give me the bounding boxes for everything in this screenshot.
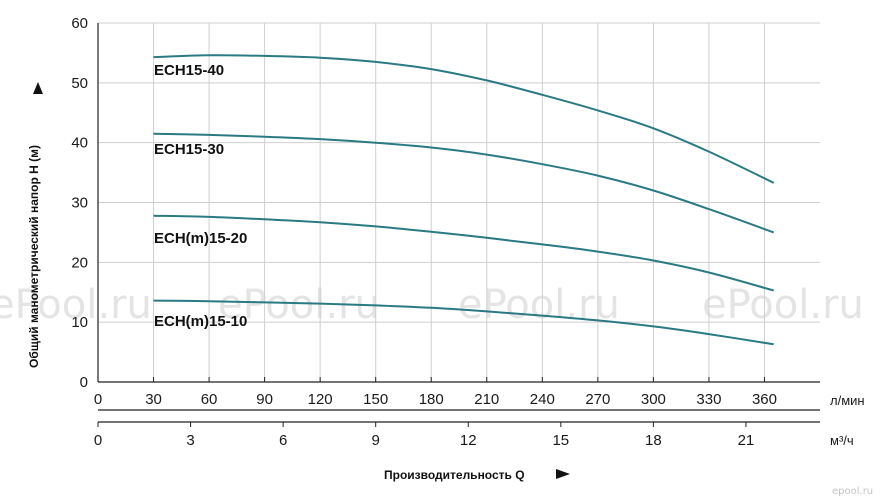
x-unit-lmin: л/мин — [830, 393, 865, 408]
x-tick-label-lmin: 60 — [201, 391, 218, 408]
y-tick-label: 10 — [71, 314, 88, 331]
x-tick-label-lmin: 120 — [308, 391, 333, 408]
x-axis-arrow-icon — [556, 469, 570, 479]
y-tick-label: 0 — [80, 374, 88, 391]
y-tick-labels: 0 10 20 30 40 50 60 — [71, 15, 88, 391]
x-tick-label-m3h: 21 — [738, 432, 755, 449]
x-tick-label-lmin: 240 — [530, 391, 555, 408]
y-tick-label: 60 — [71, 15, 88, 32]
x-tick-label-m3h: 12 — [460, 432, 477, 449]
x-tick-label-lmin: 300 — [641, 391, 666, 408]
series-label: ECH15-40 — [154, 62, 224, 79]
x-tick-labels-m3h: 0 3 6 9 12 15 18 21 — [94, 432, 754, 449]
x-tick-label-m3h: 15 — [552, 432, 569, 449]
corner-watermark: epool.ru — [832, 486, 873, 497]
y-tick-label: 30 — [71, 195, 88, 212]
series-label: ECH(m)15-10 — [154, 313, 247, 330]
y-tick-label: 20 — [71, 254, 88, 271]
x-tick-label-m3h: 0 — [94, 432, 102, 449]
x-tick-label-lmin: 210 — [474, 391, 499, 408]
x-tick-label-m3h: 9 — [372, 432, 380, 449]
x-tick-label-m3h: 3 — [186, 432, 194, 449]
x-tick-labels-lmin: 0 30 60 90 120 150 180 210 240 270 300 330 360 — [94, 391, 777, 408]
x-tick-label-lmin: 360 — [752, 391, 777, 408]
series-line — [153, 54, 775, 184]
series-line — [153, 214, 774, 292]
series-labels: ECH15-40 ECH15-30 ECH(m)15-20 ECH(m)15-10 — [154, 62, 247, 330]
x-tick-label-lmin: 180 — [419, 391, 444, 408]
x-axis-title: Производительность Q — [384, 468, 525, 482]
watermarks: ePool.ru ePool.ru ePool.ru ePool.ru — [0, 282, 864, 328]
x-tick-label-lmin: 330 — [696, 391, 721, 408]
series-label: ECH(m)15-20 — [154, 230, 247, 247]
y-axis-arrow-icon — [33, 82, 43, 94]
x-unit-m3h: м³/ч — [830, 433, 854, 448]
x-tick-label-m3h: 6 — [279, 432, 287, 449]
x-tick-label-lmin: 150 — [363, 391, 388, 408]
series-label: ECH15-30 — [154, 141, 224, 158]
grid-lines — [98, 22, 820, 382]
x-tick-label-lmin: 30 — [145, 391, 162, 408]
y-tick-label: 50 — [71, 75, 88, 92]
x-tick-label-lmin: 0 — [94, 391, 102, 408]
x-tick-label-lmin: 270 — [585, 391, 610, 408]
axes — [97, 23, 820, 427]
y-axis-title: Общий манометрический напор H (м) — [27, 145, 41, 368]
series-line — [153, 132, 775, 234]
series-line — [153, 299, 774, 346]
x-tick-label-m3h: 18 — [645, 432, 662, 449]
y-tick-label: 40 — [71, 135, 88, 152]
y-axis-title-group: Общий манометрический напор H (м) — [27, 82, 43, 368]
watermark-text: ePool.ru — [0, 282, 152, 328]
x-tick-label-lmin: 90 — [256, 391, 273, 408]
watermark-text: ePool.ru — [702, 282, 864, 328]
series-lines — [153, 54, 775, 346]
x-axis-title-group: Производительность Q — [384, 468, 570, 482]
